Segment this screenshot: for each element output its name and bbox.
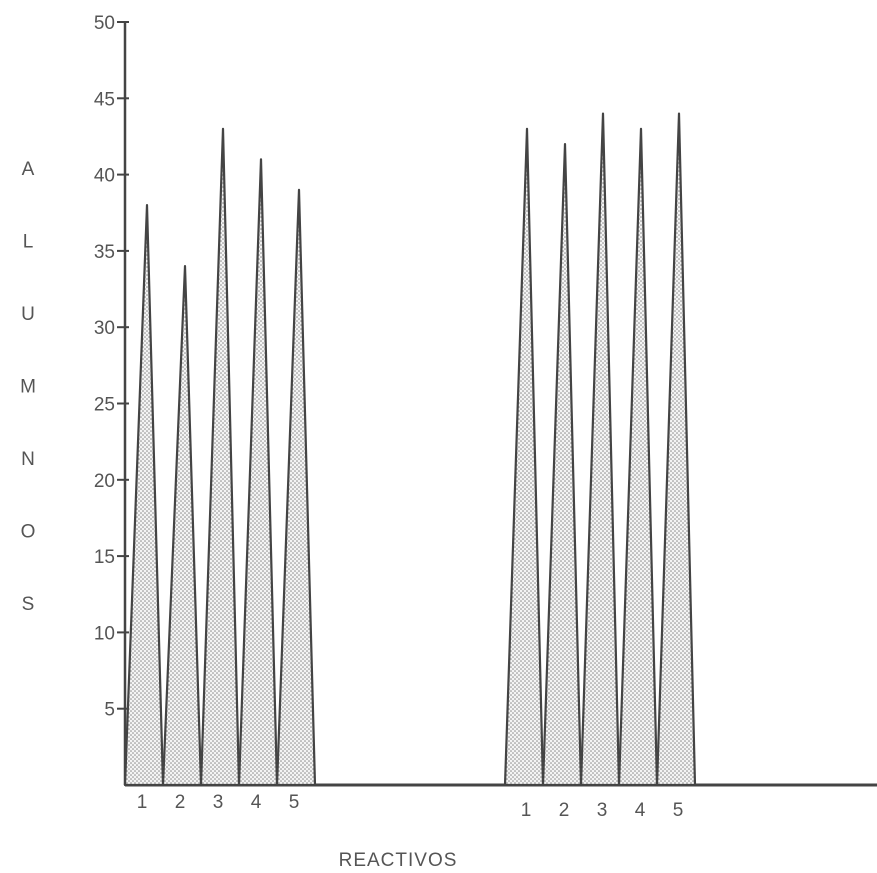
spike-group2-5 [655, 112, 697, 787]
x-category-label: 2 [559, 800, 570, 821]
y-tick-label: 25 [94, 395, 115, 416]
x-category-label: 1 [137, 792, 148, 813]
spike-group2-1 [503, 127, 545, 787]
spike-group2-2 [541, 142, 583, 787]
x-category-label: 4 [251, 792, 262, 813]
spike-group2-3 [579, 112, 621, 787]
spike-group1-3 [199, 127, 241, 787]
x-category-label: 3 [597, 800, 608, 821]
spike-group1-4 [237, 158, 279, 787]
y-tick-label: 20 [94, 471, 115, 492]
y-tick-label: 10 [94, 623, 115, 644]
spike-group1-5 [275, 188, 317, 787]
y-tick-label: 5 [104, 700, 115, 721]
y-axis-label-letter: O [21, 522, 36, 543]
y-axis-label-letter: M [20, 377, 36, 398]
x-axis-label: REACTIVOS [339, 850, 458, 871]
spike-group1-2 [161, 265, 203, 787]
x-category-label: 3 [213, 792, 224, 813]
x-category-label: 5 [289, 792, 300, 813]
x-category-label: 5 [673, 800, 684, 821]
x-category-label: 1 [521, 800, 532, 821]
y-axis-label-letter: U [21, 304, 35, 325]
y-tick-label: 35 [94, 242, 115, 263]
y-axis-label-letter: S [22, 594, 35, 615]
y-tick-label: 50 [94, 13, 115, 34]
x-category-label: 2 [175, 792, 186, 813]
spike-group2-4 [617, 127, 659, 787]
y-axis-label-letter: N [21, 449, 35, 470]
y-tick-label: 30 [94, 318, 115, 339]
y-tick-label: 15 [94, 547, 115, 568]
y-tick-label: 45 [94, 89, 115, 110]
spike-group1-1 [123, 204, 165, 787]
y-axis-label-letter: L [23, 232, 34, 253]
y-axis-label-letter: A [22, 159, 35, 180]
plot-area [123, 112, 697, 787]
labels: 51015202530354045501234512345ALUMNOSALUM… [20, 13, 684, 871]
y-tick-label: 40 [94, 166, 115, 187]
x-category-label: 4 [635, 800, 646, 821]
